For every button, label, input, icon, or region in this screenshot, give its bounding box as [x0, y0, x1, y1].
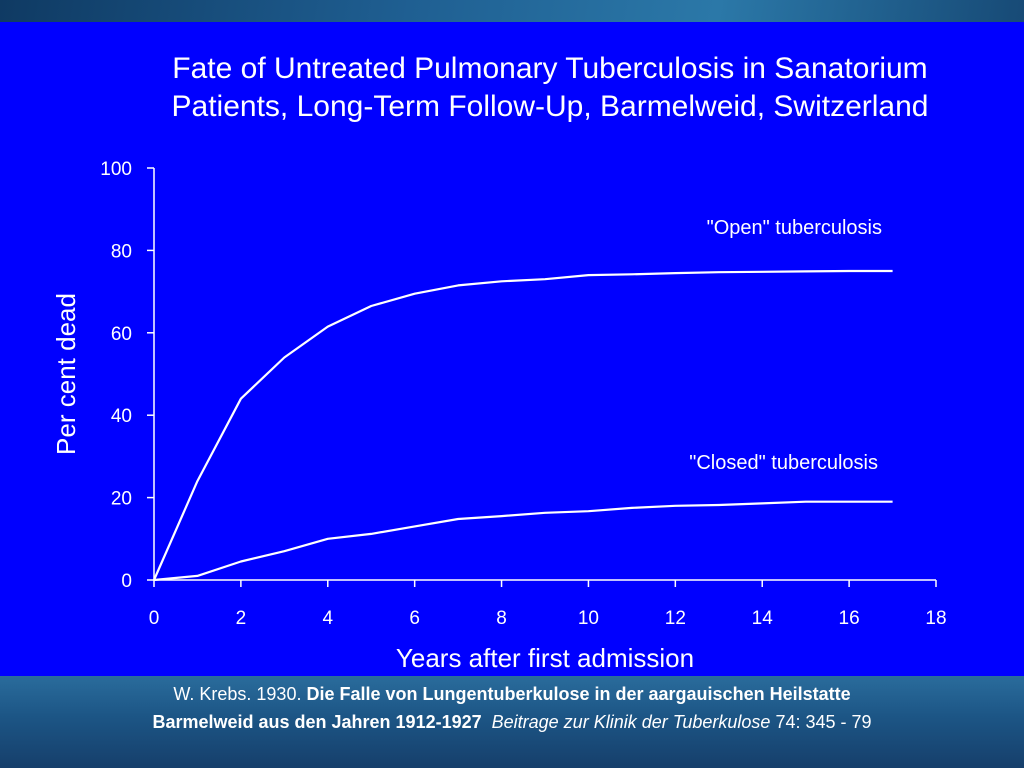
y-axis-label: Per cent dead: [51, 293, 81, 455]
citation-text: W. Krebs. 1930. Die Falle von Lungentube…: [0, 676, 1024, 736]
slide-title: Fate of Untreated Pulmonary Tuberculosis…: [40, 50, 1024, 126]
title-line-2: Patients, Long-Term Follow-Up, Barmelwei…: [171, 90, 929, 123]
citation-journal: Beitrage zur Klinik der Tuberkulose: [491, 712, 771, 732]
y-tick-label: 80: [111, 241, 132, 262]
chart-labels: "Open" tuberculosis "Closed" tuberculosis…: [51, 217, 882, 673]
x-tick-label: 8: [496, 608, 507, 629]
x-tick-label: 16: [839, 608, 860, 629]
x-tick-label: 14: [752, 608, 774, 629]
y-tick-label: 40: [111, 406, 132, 427]
series-label-0: "Open" tuberculosis: [707, 217, 882, 239]
x-tick-label: 10: [578, 608, 599, 629]
chart-ticks: 0 2 4 6 8 10 12 14 16 18 0 20 40 60 80 100: [100, 159, 946, 629]
x-tick-label: 4: [322, 608, 333, 629]
citation-volume-pages: 74: 345 - 79: [770, 712, 872, 732]
series-line-1: [153, 500, 893, 582]
chart-axes: [153, 168, 936, 581]
citation-panel: W. Krebs. 1930. Die Falle von Lungentube…: [0, 676, 1024, 768]
y-tick-label: 20: [111, 489, 132, 510]
x-tick-label: 18: [925, 608, 946, 629]
tuberculosis-mortality-chart: 0 2 4 6 8 10 12 14 16 18 0 20 40 60 80 100 "Open" tuber…: [51, 159, 947, 673]
citation-title-part2: Barmelweid aus den Jahren 1912-1927: [152, 712, 482, 732]
y-tick-label: 0: [121, 571, 132, 592]
x-axis-label: Years after first admission: [396, 643, 694, 673]
citation-author: W. Krebs. 1930.: [173, 684, 307, 704]
y-tick-label: 60: [111, 324, 132, 345]
top-decorative-band: [0, 0, 1024, 22]
slide-area: Fate of Untreated Pulmonary Tuberculosis…: [0, 22, 1024, 676]
series-line-0: [152, 269, 893, 581]
title-line-1: Fate of Untreated Pulmonary Tuberculosis…: [172, 52, 928, 85]
series-label-1: "Closed" tuberculosis: [689, 452, 878, 474]
citation-title-part1: Die Falle von Lungentuberkulose in der a…: [306, 684, 851, 704]
y-tick-label: 100: [100, 159, 132, 180]
x-tick-label: 2: [236, 608, 247, 629]
x-tick-label: 12: [665, 608, 686, 629]
chart-series: [152, 269, 893, 582]
x-tick-label: 6: [409, 608, 420, 629]
x-tick-label: 0: [149, 608, 160, 629]
